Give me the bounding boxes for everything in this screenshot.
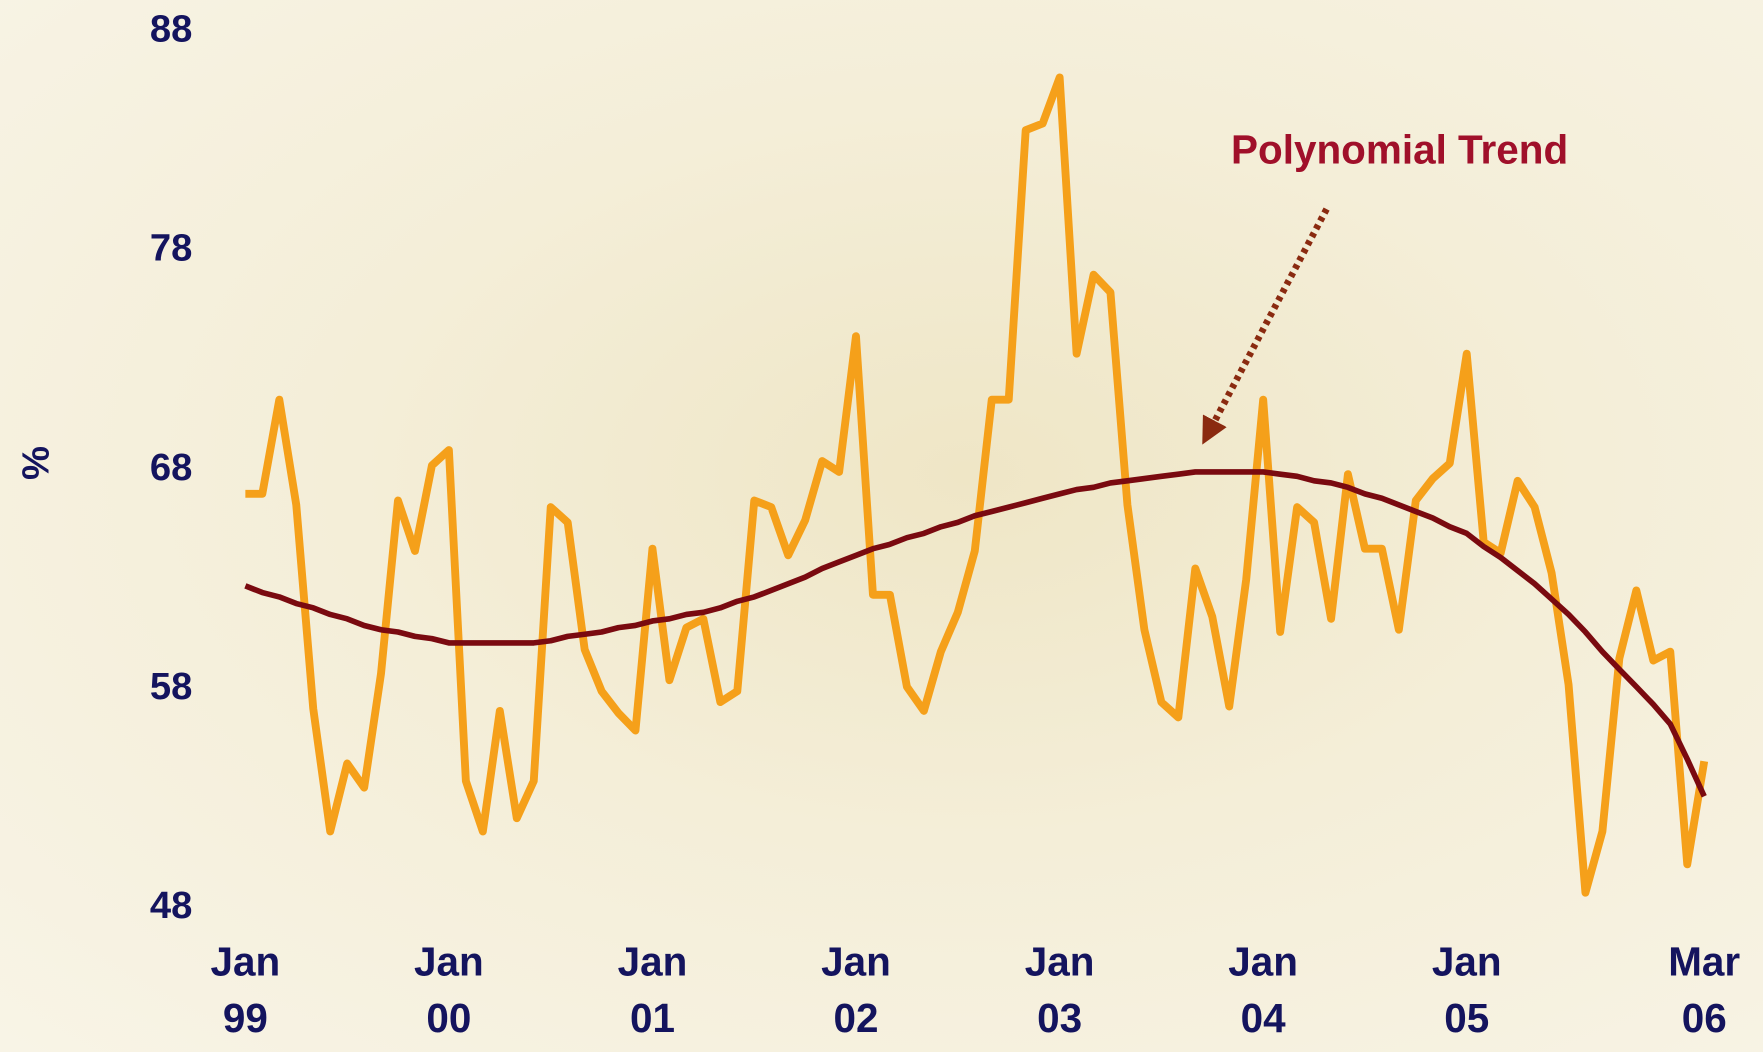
y-tick-label: 88 (150, 8, 193, 51)
annotation-arrow (1209, 209, 1327, 433)
y-tick-label: 58 (150, 665, 193, 708)
y-axis-label: % (15, 446, 58, 480)
y-tick-label: 68 (150, 446, 193, 489)
chart: % Polynomial Trend 48 58 68 78 88 Jan99 Jan00 J… (0, 0, 1763, 1052)
page: {"chart_data": { "type": "line", "y_labe… (0, 0, 1763, 1052)
y-tick-label: 48 (150, 884, 193, 927)
data-line (245, 77, 1704, 892)
y-tick-label: 78 (150, 227, 193, 270)
annotation: Polynomial Trend (1231, 127, 1568, 173)
